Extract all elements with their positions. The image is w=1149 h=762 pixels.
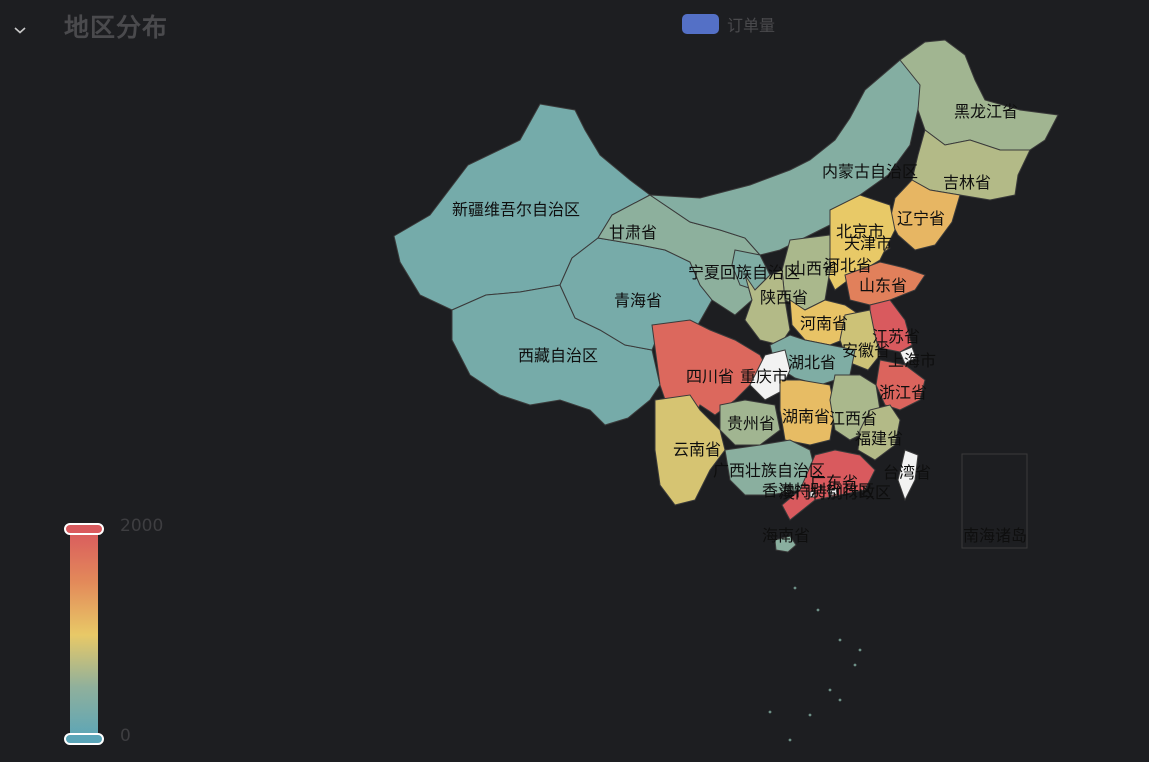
region-label: 上海市 <box>888 351 936 370</box>
region-label: 山西省 <box>790 259 838 278</box>
visual-map-max-handle[interactable] <box>64 523 104 535</box>
region-澳门特别行政区[interactable] <box>809 490 816 498</box>
island-dot <box>768 710 772 714</box>
collapse-button[interactable] <box>8 18 32 42</box>
region-label: 台湾省 <box>883 463 931 482</box>
region-label: 陕西省 <box>760 288 808 307</box>
region-label: 澳门特别行政区 <box>779 483 891 502</box>
region-label: 内蒙古自治区 <box>822 162 918 181</box>
region-label: 贵州省 <box>727 414 775 433</box>
region-label: 海南省 <box>762 526 810 545</box>
region-label: 香港特别行政区 <box>762 481 874 500</box>
region-广东省[interactable] <box>781 449 876 521</box>
island-dot <box>828 688 832 692</box>
region-label: 云南省 <box>673 440 721 459</box>
island-dot <box>793 586 797 590</box>
region-湖南省[interactable] <box>779 379 836 446</box>
region-海南省[interactable] <box>774 535 797 553</box>
region-label: 湖北省 <box>788 353 836 372</box>
region-label: 黑龙江省 <box>954 102 1018 121</box>
region-福建省[interactable] <box>857 404 901 461</box>
region-label: 天津市 <box>844 234 892 253</box>
region-台湾省[interactable] <box>897 449 919 502</box>
region-浙江省[interactable] <box>875 359 926 411</box>
region-贵州省[interactable] <box>719 399 781 446</box>
island-dot <box>838 638 842 642</box>
region-云南省[interactable] <box>654 394 726 506</box>
region-label: 山东省 <box>859 276 907 295</box>
region-label: 宁夏回族自治区 <box>688 263 800 282</box>
region-label: 福建省 <box>855 429 903 448</box>
island-dot <box>788 738 792 742</box>
region-label: 江苏省 <box>872 327 920 346</box>
region-label: 江西省 <box>829 409 877 428</box>
region-label: 四川省 <box>686 367 734 386</box>
region-辽宁省[interactable] <box>889 179 961 251</box>
region-label: 北京市 <box>836 222 884 241</box>
region-陕西省[interactable] <box>744 269 791 346</box>
island-dot <box>808 713 812 717</box>
region-label: 重庆市 <box>740 367 788 386</box>
region-label: 安徽省 <box>842 341 890 360</box>
island-dot <box>838 698 842 702</box>
region-label: 新疆维吾尔自治区 <box>452 200 580 219</box>
chevron-down-icon <box>14 27 26 34</box>
region-label: 南海诸岛 <box>963 526 1027 545</box>
region-label: 广东省 <box>810 473 858 492</box>
visual-map-max-label: 2000 <box>120 516 164 536</box>
region-label: 河北省 <box>824 256 872 275</box>
visual-map-bar[interactable] <box>70 530 98 740</box>
region-山东省[interactable] <box>844 261 926 306</box>
region-上海市[interactable] <box>899 346 917 365</box>
region-label: 河南省 <box>800 314 848 333</box>
legend-swatch <box>682 14 719 34</box>
region-南海诸岛[interactable] <box>961 453 1028 549</box>
island-dot <box>858 648 862 652</box>
region-香港特别行政区[interactable] <box>827 487 838 497</box>
island-dot <box>853 663 857 667</box>
visual-map-min-handle[interactable] <box>64 733 104 745</box>
region-label: 浙江省 <box>879 383 927 402</box>
region-label: 甘肃省 <box>609 223 657 242</box>
region-label: 广西壮族自治区 <box>713 461 825 480</box>
visual-map-min-label: 0 <box>120 726 131 746</box>
chart-title: 地区分布 <box>64 13 169 42</box>
legend-label: 订单量 <box>727 16 776 35</box>
region-label: 青海省 <box>614 291 662 310</box>
region-黑龙江省[interactable] <box>899 39 1059 151</box>
island-dot <box>816 608 820 612</box>
region-label: 湖南省 <box>782 407 830 426</box>
region-label: 辽宁省 <box>897 209 945 228</box>
region-label: 吉林省 <box>943 173 991 192</box>
region-label: 西藏自治区 <box>518 346 598 365</box>
legend-item[interactable]: 订单量 <box>682 12 775 36</box>
